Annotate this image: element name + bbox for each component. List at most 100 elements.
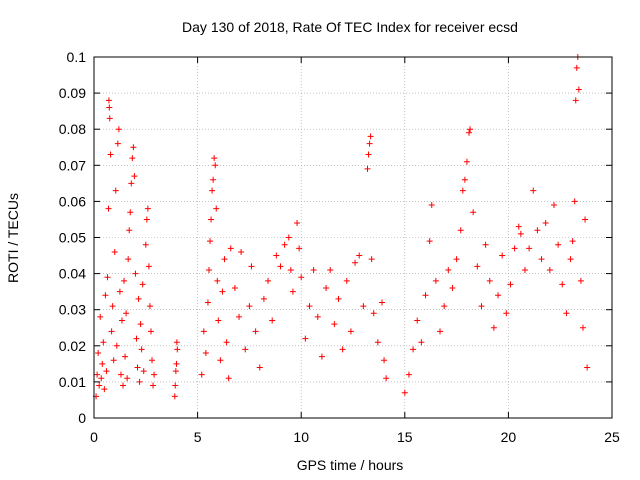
data-point <box>173 360 180 367</box>
data-point <box>117 371 124 378</box>
data-point <box>530 187 537 194</box>
data-point <box>96 382 103 389</box>
y-tick-label: 0.03 <box>59 302 86 318</box>
data-point <box>577 277 584 284</box>
y-axis-label: ROTI / TECUs <box>5 193 21 283</box>
data-point <box>112 187 119 194</box>
data-point <box>273 252 280 259</box>
data-point <box>567 256 574 263</box>
x-tick-label: 0 <box>90 429 98 445</box>
data-point <box>314 313 321 320</box>
data-point <box>223 339 230 346</box>
data-point <box>515 223 522 230</box>
data-point <box>217 357 224 364</box>
data-point <box>503 310 510 317</box>
data-point <box>128 180 135 187</box>
data-point <box>127 209 134 216</box>
data-point <box>478 303 485 310</box>
data-point <box>130 144 137 151</box>
data-point <box>135 295 142 302</box>
data-point <box>428 202 435 209</box>
data-point <box>200 328 207 335</box>
data-point <box>482 241 489 248</box>
data-point <box>559 281 566 288</box>
data-point <box>107 151 114 158</box>
data-point <box>418 339 425 346</box>
data-point <box>563 310 570 317</box>
data-point <box>205 266 212 273</box>
data-point <box>151 371 158 378</box>
data-point <box>405 371 412 378</box>
data-point <box>256 364 263 371</box>
data-point <box>555 241 562 248</box>
data-point <box>110 357 117 364</box>
data-point <box>95 350 102 357</box>
data-point <box>207 238 214 245</box>
data-point <box>97 313 104 320</box>
chart-title: Day 130 of 2018, Rate Of TEC Index for r… <box>182 19 518 35</box>
data-point <box>114 140 121 147</box>
data-point <box>521 266 528 273</box>
data-point <box>269 317 276 324</box>
data-point <box>109 303 116 310</box>
data-point <box>474 263 481 270</box>
data-point <box>246 303 253 310</box>
data-point <box>367 133 374 140</box>
data-point <box>122 353 129 360</box>
data-point <box>335 295 342 302</box>
data-point <box>339 346 346 353</box>
data-point <box>366 140 373 147</box>
data-point <box>115 126 122 133</box>
data-point <box>137 321 144 328</box>
data-point <box>470 209 477 216</box>
data-point <box>538 256 545 263</box>
data-point <box>356 252 363 259</box>
data-point <box>202 350 209 357</box>
data-point <box>133 335 140 342</box>
data-point <box>116 288 123 295</box>
data-point <box>511 245 518 252</box>
data-point <box>347 328 354 335</box>
data-point <box>495 292 502 299</box>
data-point <box>507 281 514 288</box>
data-point <box>145 263 152 270</box>
data-point <box>172 368 179 375</box>
data-point <box>453 256 460 263</box>
data-point <box>383 375 390 382</box>
data-point <box>210 176 217 183</box>
data-point <box>104 274 111 281</box>
tick-labels: 0 5 10 15 20 25 0 0.01 0.02 0.03 0.04 0.05 0.06 0.07 0… <box>59 49 620 445</box>
data-point <box>120 382 127 389</box>
data-point <box>542 220 549 227</box>
data-point <box>134 364 141 371</box>
x-tick-label: 20 <box>501 429 517 445</box>
data-point <box>426 238 433 245</box>
y-tick-label: 0.1 <box>67 49 87 65</box>
data-point <box>111 248 118 255</box>
data-point <box>306 303 313 310</box>
data-point <box>517 230 524 237</box>
data-point <box>584 364 591 371</box>
data-point <box>265 277 272 284</box>
x-tick-label: 25 <box>604 429 620 445</box>
data-point <box>124 375 131 382</box>
data-point <box>144 205 151 212</box>
data-point <box>294 220 301 227</box>
data-point <box>437 328 444 335</box>
y-tick-label: 0.02 <box>59 338 86 354</box>
y-tick-label: 0.06 <box>59 193 86 209</box>
data-point <box>318 353 325 360</box>
data-point <box>103 368 110 375</box>
data-point <box>343 277 350 284</box>
data-point <box>99 360 106 367</box>
data-point <box>139 281 146 288</box>
y-tick-label: 0.08 <box>59 121 86 137</box>
data-point <box>534 227 541 234</box>
data-point <box>174 346 181 353</box>
y-tick-label: 0.05 <box>59 230 86 246</box>
data-point <box>571 198 578 205</box>
data-point <box>572 97 579 104</box>
data-point <box>198 371 205 378</box>
data-point <box>467 126 474 133</box>
